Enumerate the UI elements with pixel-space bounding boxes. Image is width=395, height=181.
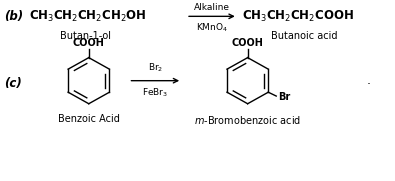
Text: FeBr$_3$: FeBr$_3$ (142, 87, 168, 99)
Text: KMnO$_4$: KMnO$_4$ (196, 21, 228, 34)
Text: Benzoic Acid: Benzoic Acid (58, 114, 120, 124)
Text: (c): (c) (4, 77, 22, 90)
Text: $m$-Bromobenzoic acid: $m$-Bromobenzoic acid (194, 114, 301, 126)
Text: COOH: COOH (232, 38, 263, 48)
Text: Butanoic acid: Butanoic acid (271, 31, 337, 41)
Text: Alkaline: Alkaline (194, 3, 230, 12)
Text: COOH: COOH (73, 38, 105, 48)
Text: CH$_3$CH$_2$CH$_2$COOH: CH$_3$CH$_2$CH$_2$COOH (242, 9, 354, 24)
Text: Butan-1-ol: Butan-1-ol (60, 31, 111, 41)
Text: .: . (367, 74, 371, 87)
Text: CH$_3$CH$_2$CH$_2$CH$_2$OH: CH$_3$CH$_2$CH$_2$CH$_2$OH (29, 9, 147, 24)
Text: (b): (b) (4, 10, 23, 23)
Text: Br$_2$: Br$_2$ (148, 62, 163, 74)
Text: Br: Br (278, 92, 290, 102)
